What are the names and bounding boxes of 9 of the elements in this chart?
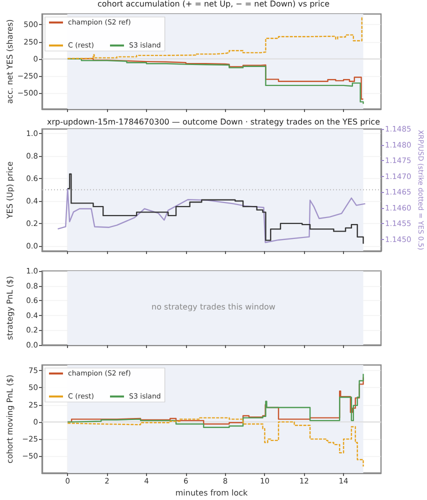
chart-title: xrp-updown-15m-1784670300 — outcome Down · strategy trades on the YES price [46,118,380,126]
y-axis-title: YES (Up) price [6,161,14,220]
y-axis-title: cohort moving PnL ($) [6,374,14,464]
line-series [57,188,366,244]
annotation: no strategy trades this window [152,302,276,312]
y-axis-title: acc. net YES (shares) [6,19,14,104]
y-axis-title: strategy PnL ($) [6,276,14,340]
chart-title: cohort accumulation (+ = net Up, − = net Down) vs price [97,0,330,8]
x-axis-title: minutes from lock [175,488,248,498]
